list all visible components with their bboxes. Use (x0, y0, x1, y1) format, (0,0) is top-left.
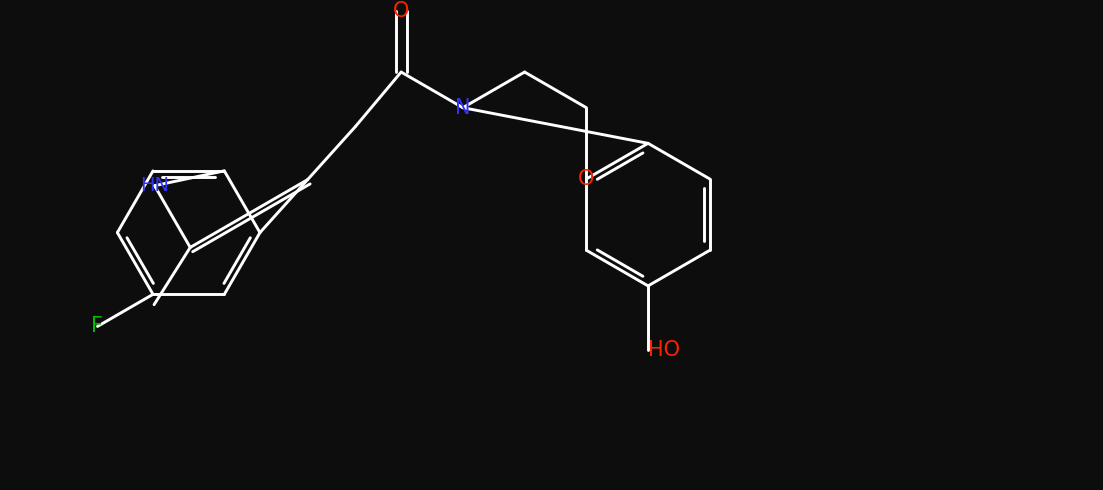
Text: F: F (92, 317, 104, 337)
Text: N: N (456, 98, 471, 118)
Text: HO: HO (649, 340, 681, 360)
Text: O: O (578, 169, 595, 189)
Text: HN: HN (140, 176, 169, 195)
Text: O: O (393, 1, 409, 22)
